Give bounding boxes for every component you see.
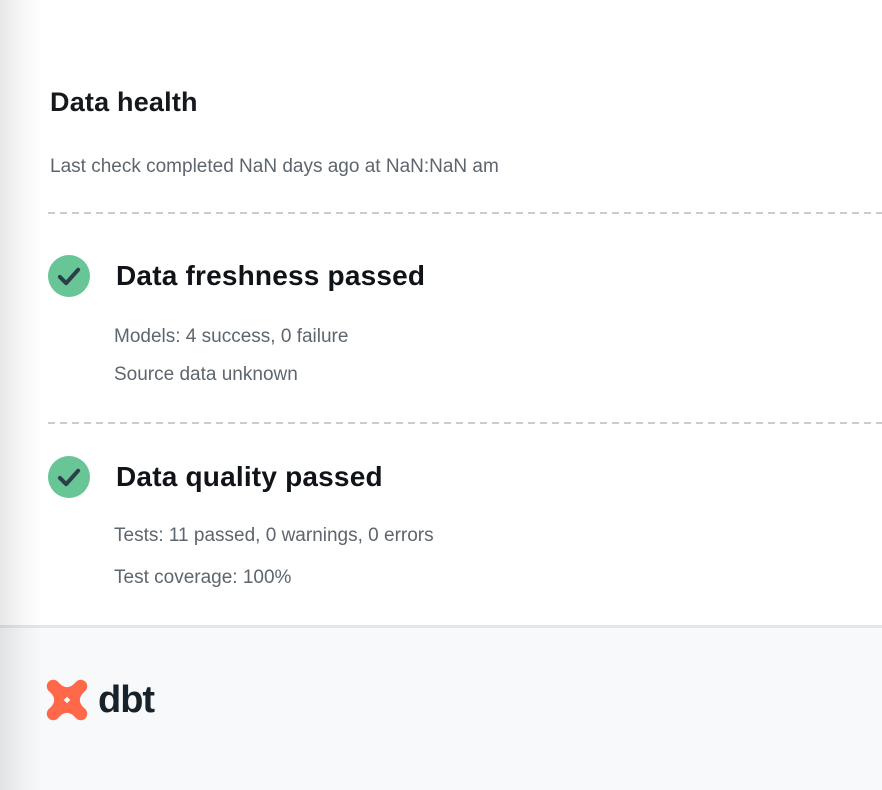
footer: dbt [0, 625, 882, 790]
main-content: Data health Last check completed NaN day… [48, 87, 882, 588]
section-divider [48, 422, 882, 424]
dbt-wordmark: dbt [98, 679, 155, 721]
quality-coverage-detail: Test coverage: 100% [114, 567, 292, 588]
section-divider [48, 212, 882, 214]
freshness-status-row: Data freshness passed [48, 255, 882, 297]
page-title: Data health [50, 87, 198, 117]
freshness-models-detail: Models: 4 success, 0 failure [114, 326, 349, 347]
check-circle-icon [48, 255, 90, 297]
quality-heading: Data quality passed [116, 461, 383, 492]
quality-status-row: Data quality passed [48, 456, 882, 498]
dbt-brand-link[interactable]: dbt [0, 628, 882, 722]
check-circle-icon [48, 456, 90, 498]
quality-tests-detail: Tests: 11 passed, 0 warnings, 0 errors [114, 525, 434, 546]
freshness-source-detail: Source data unknown [114, 364, 298, 385]
last-check-status-text: Last check completed NaN days ago at NaN… [50, 156, 499, 177]
dbt-logo-icon [46, 679, 88, 721]
freshness-heading: Data freshness passed [116, 260, 426, 291]
